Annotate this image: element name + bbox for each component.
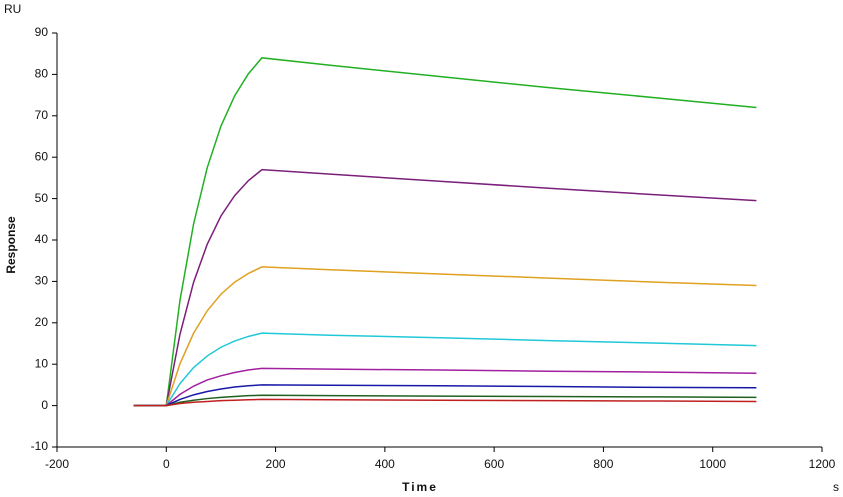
data-line: [133, 168, 757, 407]
data-line: [133, 266, 757, 407]
y-tick-label: 80: [35, 67, 49, 81]
x-tick-label: 200: [266, 457, 286, 471]
y-axis-label: Response: [4, 216, 18, 274]
y-tick-label: 10: [35, 356, 49, 370]
data-line: [133, 332, 757, 407]
data-line: [133, 398, 757, 407]
y-tick-label: 0: [41, 398, 48, 412]
y-tick-label: -10: [31, 439, 49, 453]
x-tick-label: 1000: [699, 457, 726, 471]
x-tick-label: 400: [375, 457, 395, 471]
x-axis-label: Time: [402, 480, 438, 494]
y-tick-label: 20: [35, 315, 49, 329]
y-tick-label: 60: [35, 149, 49, 163]
data-line: [133, 394, 757, 407]
x-unit: s: [833, 480, 839, 494]
x-tick-label: -200: [45, 457, 69, 471]
y-tick-label: 90: [35, 25, 49, 39]
data-line: [133, 57, 757, 407]
y-tick-label: 50: [35, 191, 49, 205]
data-line: [133, 367, 757, 407]
y-tick-label: 30: [35, 274, 49, 288]
y-tick-label: 40: [35, 232, 49, 246]
y-unit: RU: [4, 2, 21, 16]
x-tick-label: 800: [593, 457, 613, 471]
x-tick-label: 0: [163, 457, 170, 471]
x-tick-label: 1200: [809, 457, 836, 471]
y-tick-label: 70: [35, 108, 49, 122]
data-line: [133, 384, 757, 407]
x-tick-label: 600: [484, 457, 504, 471]
